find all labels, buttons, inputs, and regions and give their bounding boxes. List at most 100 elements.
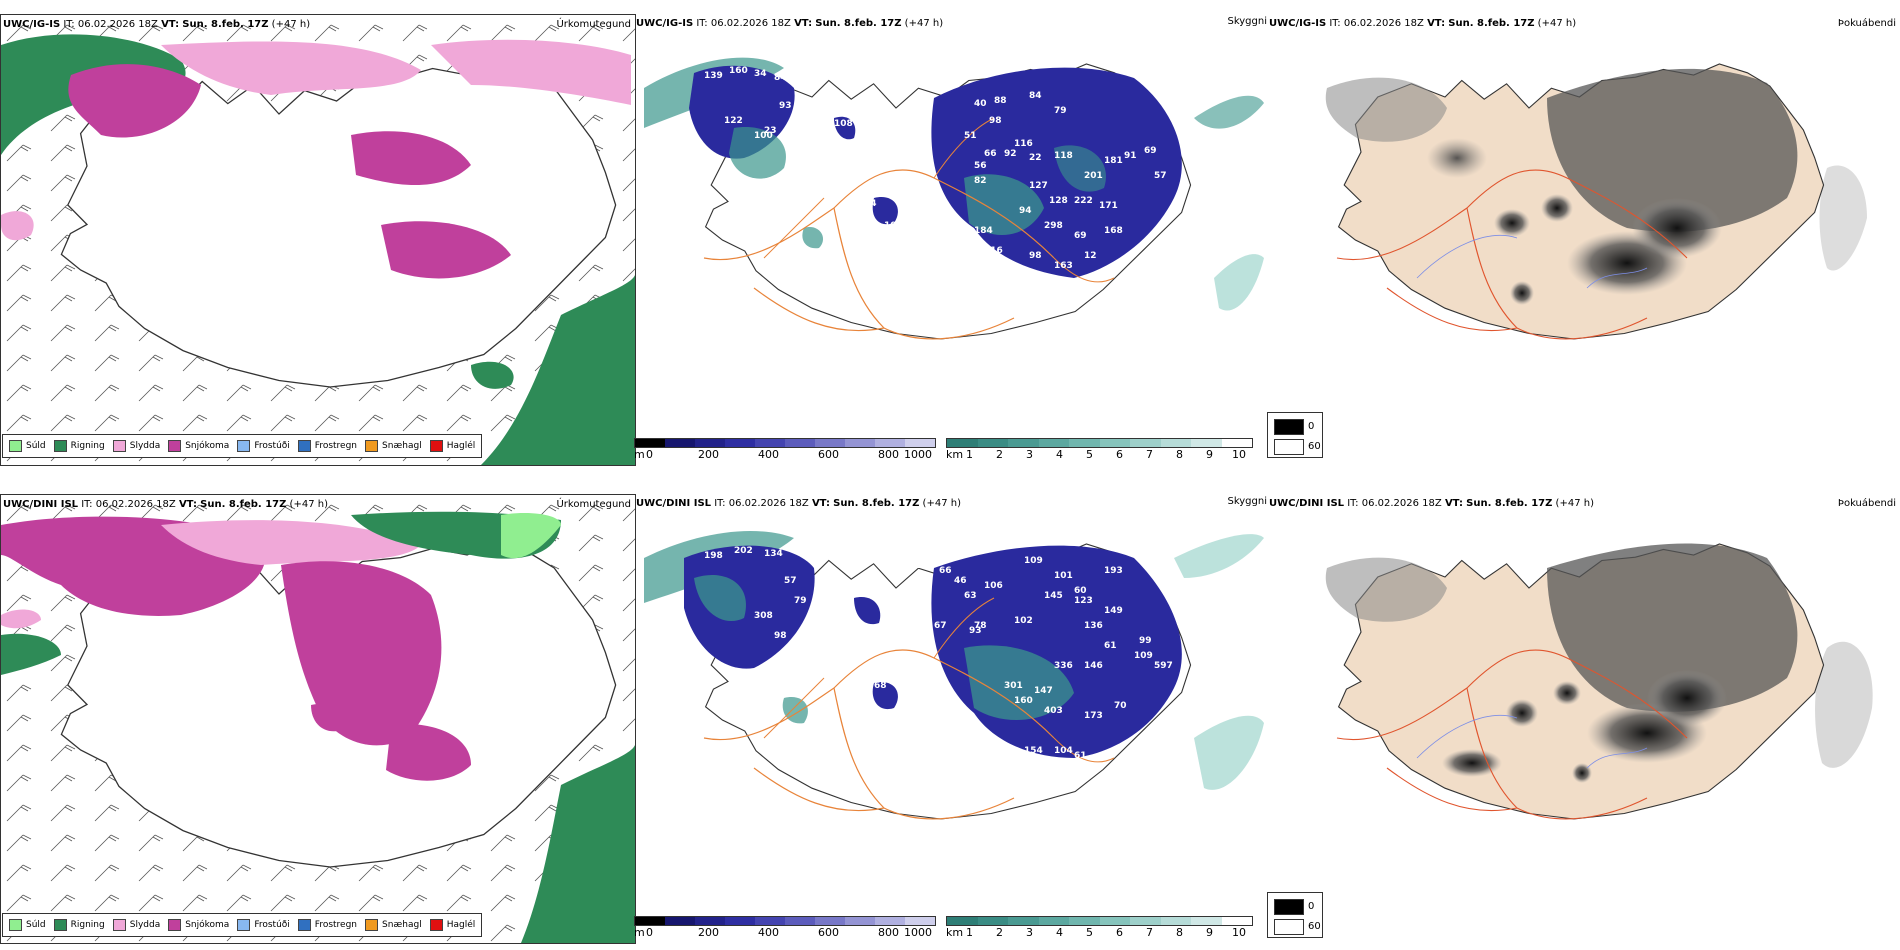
colorbar-km-tick: 5 (1086, 926, 1093, 939)
cloud-base-value: 57 (1154, 171, 1167, 181)
lead-time: (+47 h) (271, 19, 311, 30)
colorbar-m-tick: 1000 (904, 926, 932, 939)
cloud-base-value: 70 (1114, 701, 1127, 711)
cloud-base-value: 56 (974, 161, 987, 171)
cloud-base-value: 94 (1019, 206, 1032, 216)
it-label: IT: (1347, 498, 1359, 509)
cloud-base-value: 23 (764, 126, 777, 136)
legend-swatch (112, 919, 126, 931)
fog-legend-low: 0 (1308, 421, 1315, 432)
cloud-base-value: 184 (974, 226, 993, 236)
panel-bottom-cloud-base: UWC/DINI ISL IT: 06.02.2026 18Z VT: Sun.… (634, 494, 1267, 942)
lead-time: (+47 h) (1537, 18, 1577, 29)
cloud-base-value: 108 (834, 119, 853, 129)
cloud-base-value: 336 (1054, 661, 1073, 671)
vt-label: VT: (161, 19, 180, 30)
colorbar-m-unit: m (634, 926, 645, 939)
panel-label-fog: Þokuábendi (1837, 498, 1896, 509)
colorbar-m-bar (634, 916, 936, 926)
cloud-base-value: 198 (704, 551, 723, 561)
panel-label-precip-type: Úrkomutegund (556, 499, 631, 510)
cloud-base-value: 597 (1154, 661, 1173, 671)
it-value: 06.02.2026 18Z (95, 499, 176, 510)
fog-map (1325, 63, 1867, 340)
cloud-base-value: 63 (784, 141, 797, 151)
it-value: 06.02.2026 18Z (710, 18, 791, 29)
cloud-base-value: 100 (754, 131, 773, 141)
legend-item: Rigning (53, 440, 105, 452)
legend-swatch (53, 440, 67, 452)
vt-value: Sun. 8.feb. 17Z (1466, 498, 1553, 509)
colorbar-km-bar (946, 916, 1253, 926)
legend-swatch (365, 440, 379, 452)
legend-label: Frostregn (314, 920, 358, 930)
cloud-base-value: 154 (1024, 746, 1043, 756)
fog-legend-high: 60 (1308, 441, 1321, 452)
colorbar-m: m 0 200 400 600 800 1000 (634, 438, 936, 461)
colorbar-km-bar (946, 438, 1253, 448)
vt-label: VT: (811, 498, 830, 509)
cloud-base-value: 99 (1139, 636, 1152, 646)
cloud-base-value: 12 (1084, 251, 1097, 261)
legend-label: Snjókoma (185, 441, 230, 451)
legend-item: Slydda (112, 440, 161, 452)
colorbar-m: m 0 200 400 600 800 1000 (634, 916, 936, 939)
vt-label: VT: (1444, 498, 1463, 509)
vt-value: Sun. 8.feb. 17Z (833, 498, 920, 509)
panel-label-cloud-base: Skyggni (1227, 16, 1267, 27)
legend-label: Slydda (129, 441, 161, 451)
legend-swatch (53, 919, 67, 931)
cloud-base-value: 88 (994, 96, 1007, 106)
fog-legend-white-swatch (1274, 439, 1304, 455)
panel-label-fog: Þokuábendi (1837, 18, 1896, 29)
colorbar-km-tick: 4 (1056, 448, 1063, 461)
model-name: UWC/DINI ISL (636, 498, 712, 509)
model-name: UWC/IG-IS (636, 18, 694, 29)
cloud-base-value: 144 (914, 561, 933, 571)
cloud-base-value: 171 (1099, 201, 1118, 211)
cloud-base-value: 66 (984, 149, 997, 159)
cloud-base-value: 57 (784, 576, 797, 586)
cloud-base-value: 34 (754, 69, 767, 79)
colorbar-km-tick: 7 (1146, 926, 1153, 939)
vt-value: Sun. 8.feb. 17Z (182, 19, 269, 30)
cloud-base-value: 118 (1054, 151, 1073, 161)
it-value: 06.02.2026 18Z (77, 19, 158, 30)
cloud-base-value: 403 (1044, 706, 1063, 716)
cloud-base-value: 134 (764, 549, 783, 559)
cloud-base-value: 40 (974, 99, 987, 109)
panel-label-cloud-base: Skyggni (1227, 496, 1267, 507)
legend-item: Súld (9, 440, 46, 452)
cloud-base-value: 149 (1104, 606, 1123, 616)
model-name: UWC/DINI ISL (1269, 498, 1345, 509)
cloud-base-value: 73 (944, 81, 957, 91)
legend-label: Frostúði (254, 920, 290, 930)
colorbar-km-tick: 9 (1206, 448, 1213, 461)
legend-label: Snæhagl (382, 920, 422, 930)
cloud-base-value: 106 (984, 581, 1003, 591)
fog-legend-white-swatch (1274, 919, 1304, 935)
model-name: UWC/DINI ISL (3, 499, 79, 510)
it-label: IT: (1329, 18, 1341, 29)
cloud-base-value: 127 (1029, 181, 1048, 191)
cloud-base-value: 98 (989, 116, 1002, 126)
panel-label-precip-type: Úrkomutegund (556, 19, 631, 30)
panel-top-precip-type: UWC/IG-IS IT: 06.02.2026 18Z VT: Sun. 8.… (0, 14, 636, 466)
cloud-base-value: 69 (1074, 231, 1087, 241)
legend-label: Rigning (70, 441, 105, 451)
legend-item: Frostregn (297, 440, 357, 452)
cloud-base-value: 145 (1044, 591, 1063, 601)
legend-swatch (429, 440, 443, 452)
legend-item: Frostúði (237, 919, 290, 931)
colorbar-km: km 1 2 3 4 5 6 7 8 9 10 (946, 438, 1253, 461)
it-label: IT: (714, 498, 726, 509)
cloud-base-value: 116 (984, 246, 1003, 256)
colorbar-m-unit: m (634, 448, 645, 461)
cloud-base-value: 160 (729, 66, 748, 76)
legend-label: Rigning (70, 920, 105, 930)
colorbar-km-unit: km (946, 448, 964, 461)
cloud-base-value: 93 (969, 626, 982, 636)
legend-item: Haglél (429, 919, 475, 931)
